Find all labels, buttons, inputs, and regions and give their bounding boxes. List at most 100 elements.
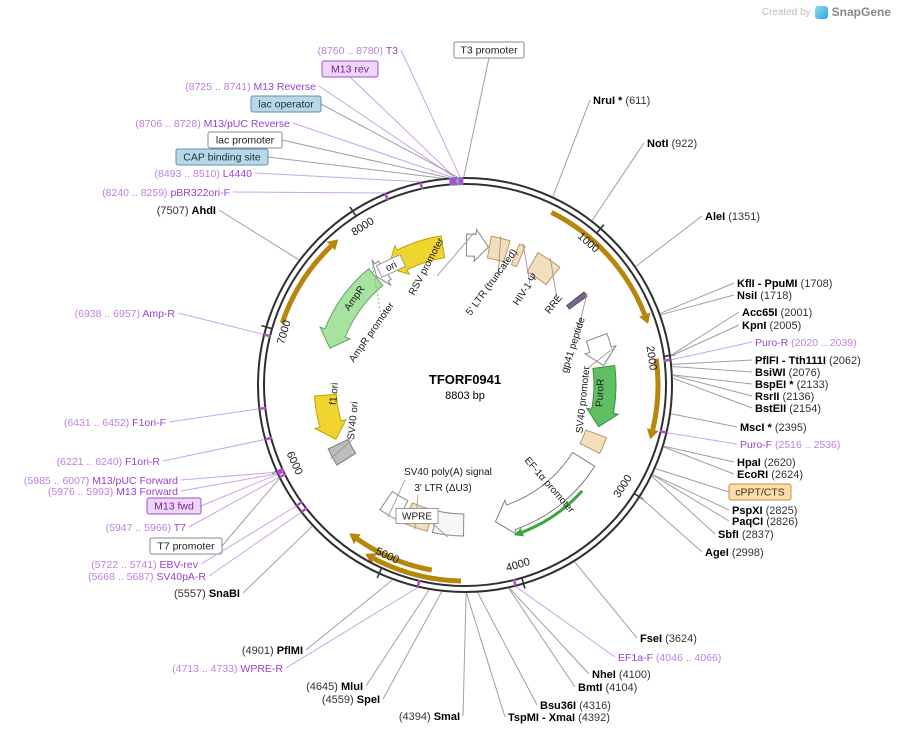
- label-cppt-cts-label[interactable]: cPPT/CTS: [735, 487, 785, 499]
- label-m13-reverse[interactable]: (8725 .. 8741) M13 Reverse: [185, 81, 316, 93]
- leader-line: [243, 526, 312, 593]
- leader-line: [592, 143, 644, 220]
- leader-line: [667, 433, 737, 444]
- label-alei[interactable]: AleI (1351): [705, 211, 760, 223]
- orf-arrow[interactable]: [282, 246, 331, 323]
- label-m13-fwd[interactable]: M13 fwd: [154, 501, 194, 513]
- feature-label[interactable]: f1 ori: [328, 382, 341, 405]
- position-label: 7000: [275, 319, 293, 346]
- primer-site-tick: [418, 580, 420, 587]
- leader-line: [575, 562, 637, 638]
- label-bmti[interactable]: BmtI (4104): [578, 682, 637, 694]
- leader-line: [464, 58, 489, 177]
- leader-line: [201, 474, 277, 506]
- label-smai[interactable]: (4394) SmaI: [399, 711, 460, 723]
- label-nsii[interactable]: NsiI (1718): [737, 290, 792, 302]
- label-ef1a-f[interactable]: EF1a-F (4046 .. 4066): [618, 652, 721, 664]
- label-t7[interactable]: (5947 .. 5966) T7: [106, 522, 187, 534]
- label-lac-operator[interactable]: lac operator: [258, 99, 314, 111]
- label-amp-r[interactable]: (6938 .. 6957) Amp-R: [75, 308, 176, 320]
- leader-line: [209, 513, 301, 576]
- label-m13-rev[interactable]: M13 rev: [331, 64, 370, 76]
- primer-site-tick: [259, 408, 266, 409]
- feature-label[interactable]: WPRE: [402, 512, 432, 523]
- label-sbfi[interactable]: SbfI (2837): [718, 529, 774, 541]
- orf-arrowhead: [647, 428, 659, 439]
- feature-label[interactable]: SV40 ori: [346, 401, 361, 440]
- label-paqci[interactable]: PaqCI (2826): [732, 516, 798, 528]
- leader-line: [401, 50, 460, 177]
- label-m13-forward[interactable]: (5976 .. 5993) M13 Forward: [48, 486, 178, 498]
- label-puro-f[interactable]: Puro-F (2516 .. 2536): [740, 439, 840, 451]
- label-cap-binding-site[interactable]: CAP binding site: [183, 152, 261, 164]
- label-acc65i[interactable]: Acc65I (2001): [742, 307, 812, 319]
- label-agei[interactable]: AgeI (2998): [705, 547, 764, 559]
- feature-label[interactable]: SV40 poly(A) signal: [404, 467, 492, 478]
- feature-label[interactable]: SV40 promoter: [575, 365, 593, 434]
- label-kfli-ppumi[interactable]: KflI - PpuMI (1708): [737, 278, 832, 290]
- label-sv40pa-r[interactable]: (5668 .. 5687) SV40pA-R: [88, 571, 206, 583]
- leader-line: [286, 588, 418, 669]
- primer-site-tick: [264, 335, 271, 337]
- leader-line: [640, 497, 702, 552]
- leader-line: [163, 440, 264, 461]
- leader-line: [222, 479, 279, 546]
- label-pflfi-tth111i[interactable]: PflFI - Tth111I (2062): [755, 355, 861, 367]
- label-noti[interactable]: NotI (922): [647, 138, 697, 150]
- label-msci[interactable]: MscI * (2395): [740, 422, 807, 434]
- label-kpni[interactable]: KpnI (2005): [742, 320, 801, 332]
- label-pflmi[interactable]: (4901) PflMI: [242, 645, 303, 657]
- label-nrui[interactable]: NruI * (611): [593, 95, 650, 107]
- label-lac-promoter[interactable]: lac promoter: [216, 135, 275, 147]
- label-bspei[interactable]: BspEI * (2133): [755, 379, 828, 391]
- position-label: 6000: [284, 450, 305, 477]
- feature-label[interactable]: HIV-1 Ψ: [511, 272, 540, 308]
- leader-line: [383, 592, 442, 699]
- leader-line: [636, 216, 702, 266]
- label-hpai[interactable]: HpaI (2620): [737, 457, 796, 469]
- leader-line: [233, 192, 385, 193]
- leader-line: [664, 447, 734, 474]
- label-snabi[interactable]: (5557) SnaBI: [174, 588, 240, 600]
- label-tspmi-xmai[interactable]: TspMI - XmaI (4392): [508, 712, 610, 724]
- label-bsiwi[interactable]: BsiWI (2076): [755, 367, 820, 379]
- label-t7-promoter[interactable]: T7 promoter: [157, 541, 215, 553]
- label-bsu36i[interactable]: Bsu36I (4316): [540, 700, 611, 712]
- label-rsrii[interactable]: RsrII (2136): [755, 391, 814, 403]
- leader-line: [656, 469, 730, 492]
- label-ahdi[interactable]: (7507) AhdI: [157, 205, 216, 217]
- label-l4440[interactable]: (8493 .. 8510) L4440: [155, 168, 253, 180]
- label-ecori[interactable]: EcoRI (2624): [737, 469, 803, 481]
- primer-site-tick: [664, 360, 671, 361]
- label-spei[interactable]: (4559) SpeI: [322, 694, 380, 706]
- leader-line: [553, 100, 590, 197]
- leader-line: [653, 475, 729, 521]
- label-puro-r[interactable]: Puro-R (2020 .. 2039): [755, 337, 857, 349]
- feature-sv40-ori[interactable]: [328, 440, 355, 465]
- label-m13-puc-reverse[interactable]: (8706 .. 8728) M13/pUC Reverse: [135, 118, 290, 130]
- label-fsei[interactable]: FseI (3624): [640, 633, 697, 645]
- feature-label[interactable]: gp41 peptide: [559, 316, 587, 375]
- label-t3[interactable]: (8760 .. 8780) T3: [318, 45, 399, 57]
- label-pbr322ori-f[interactable]: (8240 .. 8259) pBR322ori-F: [102, 187, 230, 199]
- primer-site-tick: [302, 508, 308, 512]
- label-bsteii[interactable]: BstEII (2154): [755, 403, 821, 415]
- snapgene-logo-icon: [815, 6, 828, 19]
- leader-line: [478, 593, 537, 705]
- feature-rsv-promoter[interactable]: [466, 229, 488, 261]
- label-wpre-r[interactable]: (4713 .. 4733) WPRE-R: [172, 663, 283, 675]
- label-mlui[interactable]: (4645) MluI: [306, 681, 363, 693]
- feature-label[interactable]: 3' LTR (ΔU3): [414, 483, 471, 494]
- feature-label-boxed[interactable]: WPRE: [396, 509, 438, 524]
- leader-line: [466, 593, 505, 717]
- plasmid-size: 8803 bp: [445, 390, 485, 402]
- label-nhei[interactable]: NheI (4100): [592, 669, 651, 681]
- feature-label[interactable]: PuroR: [594, 378, 606, 407]
- label-ebv-rev[interactable]: (5722 .. 5741) EBV-rev: [91, 559, 199, 571]
- feature-label[interactable]: RRE: [543, 293, 565, 317]
- label-f1ori-r[interactable]: (6221 .. 6240) F1ori-R: [57, 456, 161, 468]
- primer-site-tick: [280, 474, 286, 477]
- label-f1ori-f[interactable]: (6431 .. 6452) F1ori-F: [64, 417, 166, 429]
- label-t3-promoter[interactable]: T3 promoter: [460, 45, 518, 57]
